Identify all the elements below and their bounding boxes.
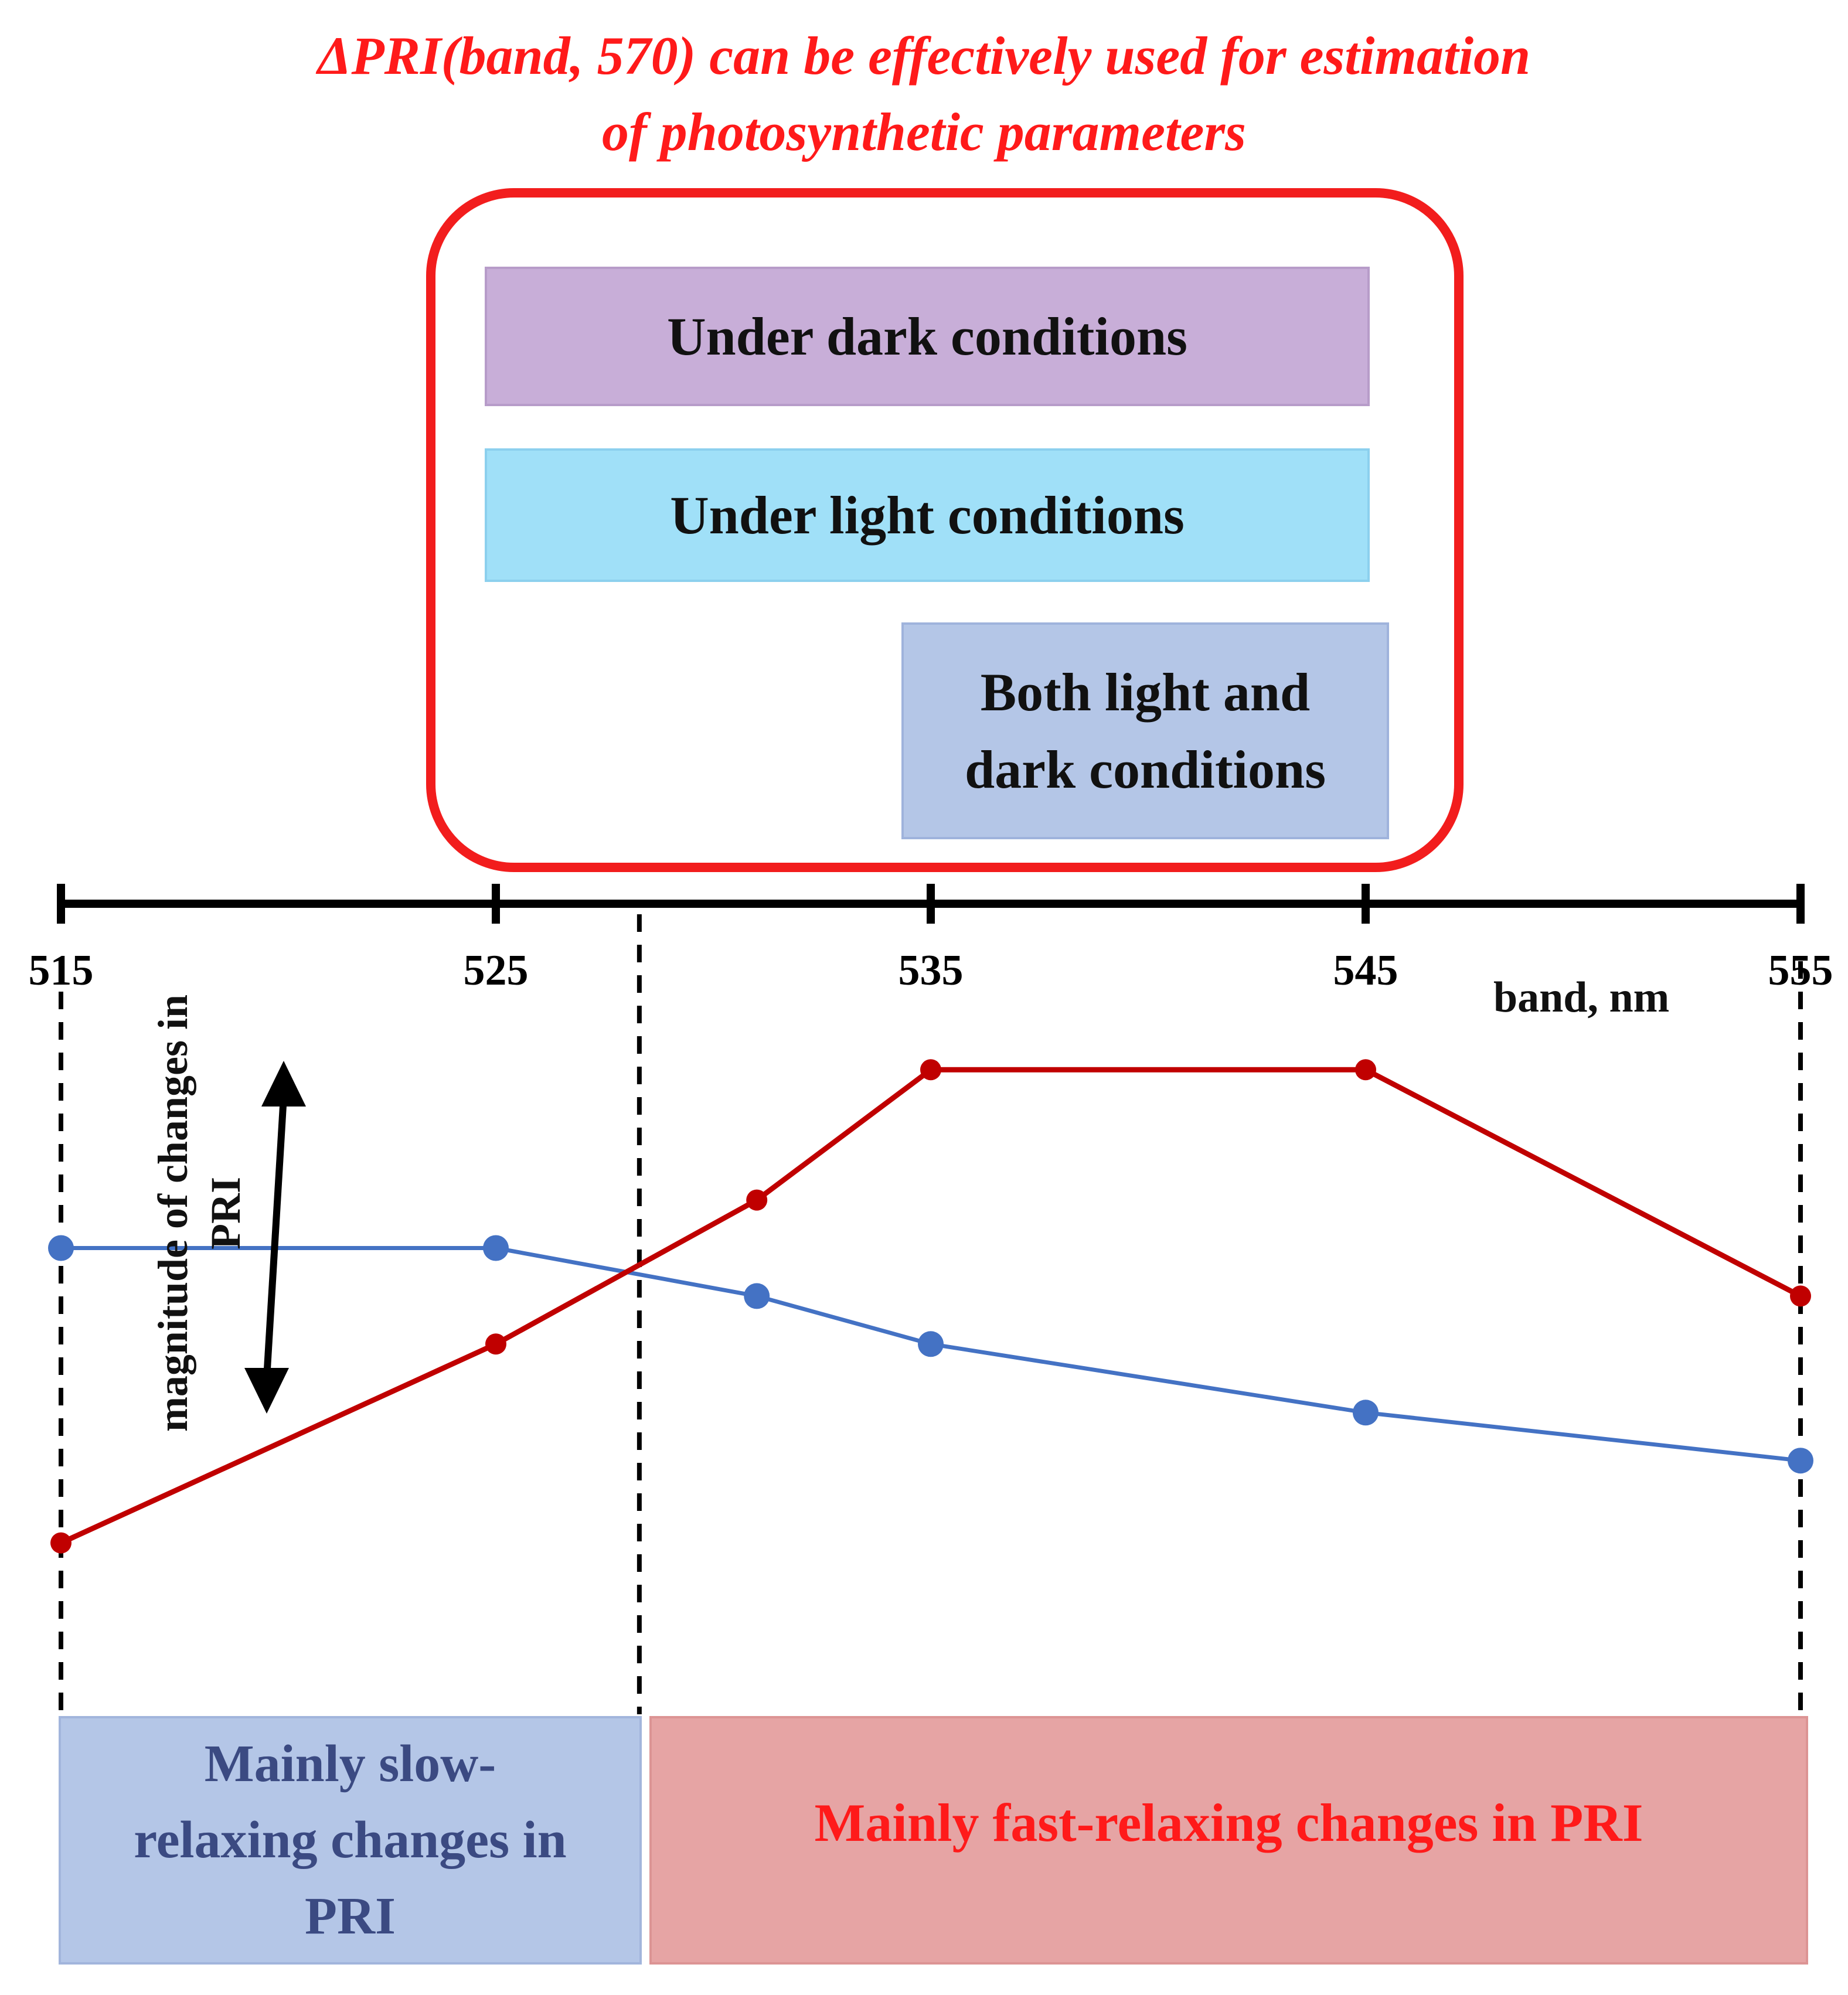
x-axis-label: band, nm xyxy=(1493,973,1670,1022)
x-tick-label-535: 535 xyxy=(899,947,964,995)
x-tick-label-525: 525 xyxy=(464,947,529,995)
arrow-up-icon xyxy=(261,1061,306,1107)
x-tick-label-545: 545 xyxy=(1333,947,1398,995)
arrow-down-icon xyxy=(244,1368,289,1414)
series-point-blue-545 xyxy=(1353,1400,1379,1426)
y-annotation-line2: PRI xyxy=(202,1177,249,1250)
series-point-blue-525 xyxy=(483,1235,509,1261)
series-point-blue-515 xyxy=(48,1235,74,1261)
slow-region-label-line1: Mainly slow- xyxy=(204,1735,496,1793)
both-conditions-label-line2: dark conditions xyxy=(964,740,1326,799)
both-conditions-label-line1: Both light and xyxy=(980,662,1311,722)
fast-region-label: Mainly fast-relaxing changes in PRI xyxy=(814,1793,1643,1853)
series-line-blue xyxy=(61,1246,1801,1463)
magnitude-arrow-shaft xyxy=(263,1095,287,1379)
series-point-red-515 xyxy=(50,1532,72,1554)
title-line-1: ΔPRI(band, 570) can be effectively used … xyxy=(317,26,1531,86)
series-point-red-525 xyxy=(485,1333,506,1355)
slow-region-label-line3: PRI xyxy=(305,1887,396,1945)
light-conditions-label: Under light conditions xyxy=(670,485,1185,545)
series-point-red-531 xyxy=(746,1189,768,1211)
both-conditions-box: Both light and dark conditions xyxy=(901,622,1389,839)
series-line-red xyxy=(60,1067,1802,1545)
series-point-red-545 xyxy=(1355,1059,1376,1081)
series-point-red-535 xyxy=(920,1059,941,1081)
dark-conditions-label: Under dark conditions xyxy=(667,307,1187,366)
light-conditions-box: Under light conditions xyxy=(485,448,1370,582)
dark-conditions-box: Under dark conditions xyxy=(485,267,1370,406)
slow-relaxing-region: Mainly slow- relaxing changes in PRI xyxy=(59,1716,642,1965)
series-point-blue-535 xyxy=(918,1331,944,1357)
series-point-red-555 xyxy=(1790,1285,1811,1307)
title-line-2: of photosynthetic parameters xyxy=(602,102,1246,162)
series-point-blue-555 xyxy=(1788,1448,1813,1474)
conditions-frame xyxy=(426,188,1464,872)
slow-region-label-line2: relaxing changes in xyxy=(134,1811,567,1869)
y-annotation-line1: magnitude of changes in xyxy=(149,994,196,1432)
fast-relaxing-region: Mainly fast-relaxing changes in PRI xyxy=(649,1716,1808,1965)
series-point-blue-531 xyxy=(744,1283,770,1309)
